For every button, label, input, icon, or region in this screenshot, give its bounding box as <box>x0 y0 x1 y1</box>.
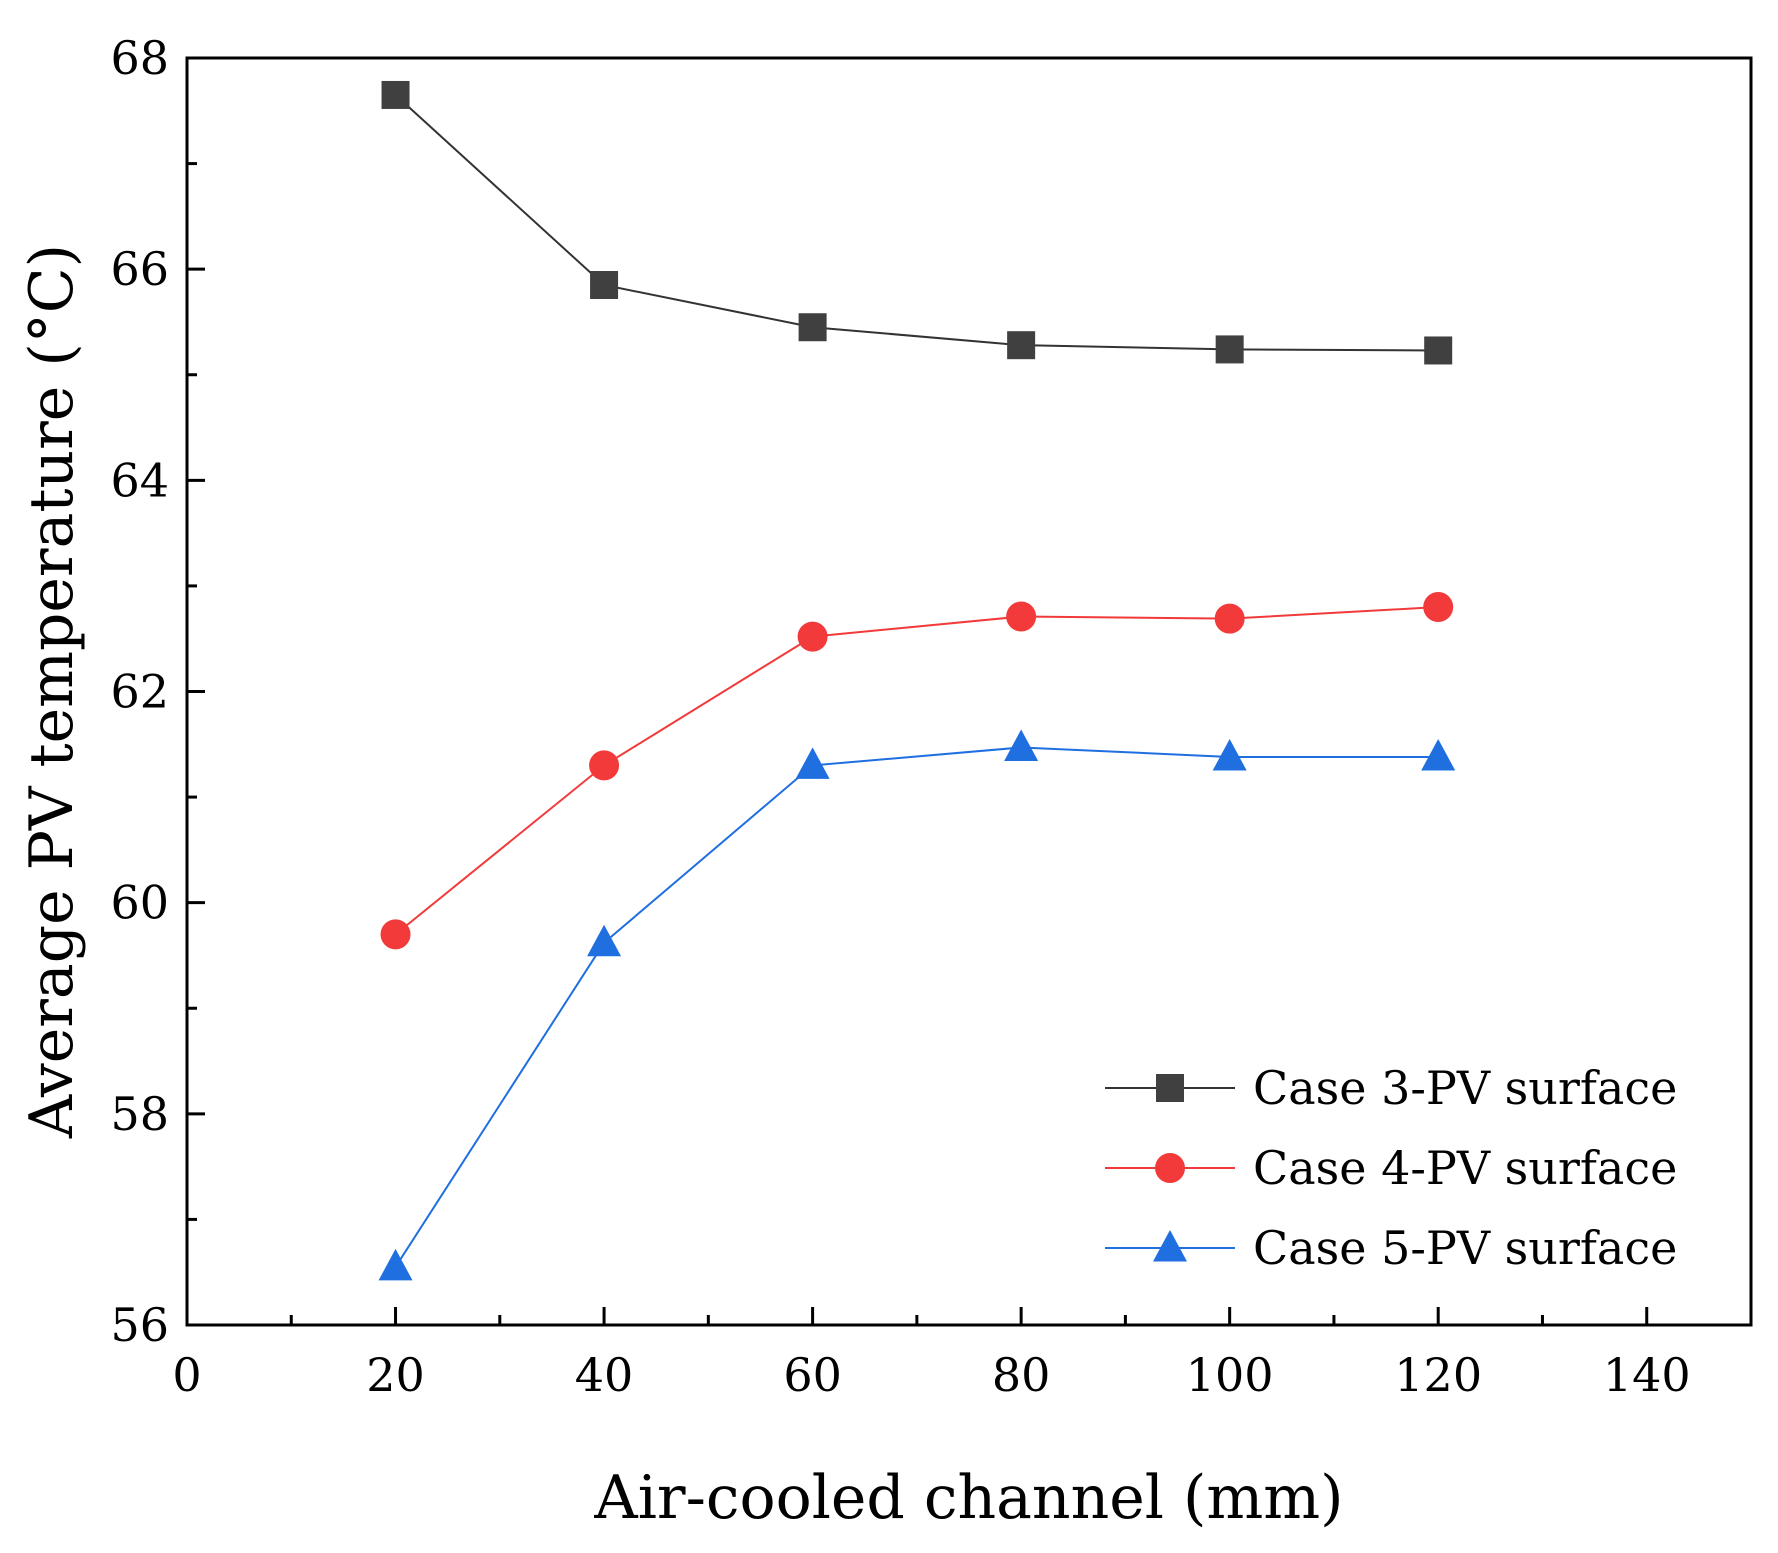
legend-label: Case 4-PV surface <box>1253 1141 1677 1195</box>
y-tick-label: 66 <box>110 242 169 296</box>
data-point <box>1007 331 1036 360</box>
data-point <box>378 1248 413 1281</box>
plot-frame <box>185 56 1753 1327</box>
y-tick-label: 60 <box>110 876 169 930</box>
series-layer <box>378 80 1456 1281</box>
data-point <box>1421 738 1456 771</box>
data-point <box>1006 601 1037 632</box>
data-point <box>798 313 827 342</box>
y-axis: 56 58 60 62 64 66 68 <box>110 31 205 1352</box>
legend-entry: Case 4-PV surface <box>1105 1141 1677 1195</box>
data-point <box>1424 336 1453 365</box>
x-axis: 0 20 40 60 80 100 120 140 <box>172 1307 1691 1402</box>
data-point <box>1215 335 1244 364</box>
y-tick-label: 56 <box>110 1298 169 1352</box>
data-point <box>1212 738 1247 771</box>
data-point <box>1004 729 1039 761</box>
series-line <box>394 746 1439 1268</box>
legend-marker <box>1156 1074 1184 1102</box>
x-tick-label: 120 <box>1394 1348 1482 1402</box>
data-point <box>1423 592 1454 623</box>
x-tick-label: 80 <box>992 1348 1051 1402</box>
data-point <box>795 747 830 779</box>
x-tick-label: 40 <box>575 1348 634 1402</box>
y-axis-title: Average PV temperature (°C) <box>17 244 87 1139</box>
legend-label: Case 3-PV surface <box>1253 1061 1677 1115</box>
series-line <box>394 94 1439 352</box>
x-tick-label: 20 <box>366 1348 425 1402</box>
legend-marker <box>1155 1153 1185 1183</box>
x-tick-label: 100 <box>1186 1348 1274 1402</box>
data-point <box>589 750 620 781</box>
y-tick-label: 62 <box>110 665 169 719</box>
data-point <box>380 919 411 950</box>
x-tick-label: 60 <box>783 1348 842 1402</box>
x-tick-label: 140 <box>1603 1348 1691 1402</box>
data-point <box>587 924 622 957</box>
legend-marker <box>1153 1230 1187 1262</box>
series-1 <box>381 80 1453 365</box>
y-tick-label: 68 <box>110 31 169 85</box>
legend: Case 3-PV surface Case 4-PV surface Case 5… <box>1105 1061 1677 1275</box>
series-2 <box>380 592 1454 950</box>
data-point <box>797 621 828 652</box>
y-tick-label: 64 <box>110 453 169 507</box>
legend-entry: Case 3-PV surface <box>1105 1061 1677 1115</box>
x-axis-title: Air-cooled channel (mm) <box>593 1463 1343 1533</box>
series-line <box>394 606 1439 936</box>
data-point <box>1214 603 1245 634</box>
y-tick-label: 58 <box>110 1087 169 1141</box>
legend-entry: Case 5-PV surface <box>1105 1221 1677 1275</box>
data-point <box>381 80 410 109</box>
legend-label: Case 5-PV surface <box>1253 1221 1677 1275</box>
data-point <box>590 271 619 300</box>
x-tick-label: 0 <box>172 1348 201 1402</box>
series-3 <box>378 729 1456 1281</box>
